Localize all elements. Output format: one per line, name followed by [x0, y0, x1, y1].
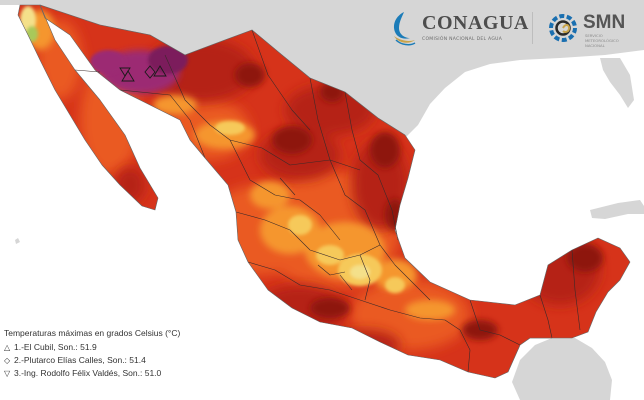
legend-station-1: △ 1.-El Cubil, Son.: 51.9: [4, 342, 97, 352]
conagua-wordmark: CONAGUA: [422, 12, 529, 34]
logo-divider: [532, 12, 533, 44]
heat-hottest-zone: [90, 46, 188, 94]
pacific-island: [15, 238, 20, 244]
inverted-triangle-icon: ▽: [4, 369, 11, 378]
legend-station-2-text: 2.-Plutarco Elías Calles, Son.: 51.4: [14, 355, 146, 365]
station-marker-1-triangle-b: [153, 65, 167, 77]
conagua-logo: CONAGUA COMISIÓN NACIONAL DEL AGUA: [388, 8, 528, 48]
map-legend: Temperaturas máximas en grados Celsius (…: [4, 328, 274, 400]
diamond-icon: ◇: [4, 356, 11, 365]
triangle-icon: △: [4, 343, 11, 352]
legend-title: Temperaturas máximas en grados Celsius (…: [4, 328, 181, 338]
conagua-swirl-icon: [394, 12, 416, 46]
state-borders: [74, 29, 581, 373]
legend-station-2: ◇ 2.-Plutarco Elías Calles, Son.: 51.4: [4, 355, 146, 365]
coastline: [17, 4, 631, 379]
conagua-tagline: COMISIÓN NACIONAL DEL AGUA: [422, 37, 503, 42]
florida-land: [600, 58, 634, 108]
station-marker-2-diamond: [144, 65, 156, 79]
cuba-land: [590, 200, 644, 219]
legend-station-3-text: 3.-Ing. Rodolfo Félix Valdés, Son.: 51.0: [14, 368, 162, 378]
station-markers: [119, 65, 167, 82]
smn-tagline: SERVICIO METEOROLÓGICO NACIONAL: [585, 33, 619, 48]
usa-land: [0, 0, 644, 138]
central-america-land: [512, 338, 612, 400]
station-marker-3-inverted-triangle: [119, 67, 131, 77]
legend-station-1-text: 1.-El Cubil, Son.: 51.9: [14, 342, 97, 352]
smn-wordmark: SMN: [583, 12, 626, 33]
smn-logo: SMN SERVICIO METEOROLÓGICO NACIONAL: [545, 6, 644, 50]
legend-station-3: ▽ 3.-Ing. Rodolfo Félix Valdés, Son.: 51.…: [4, 368, 161, 378]
smn-gear-icon: [549, 14, 577, 42]
